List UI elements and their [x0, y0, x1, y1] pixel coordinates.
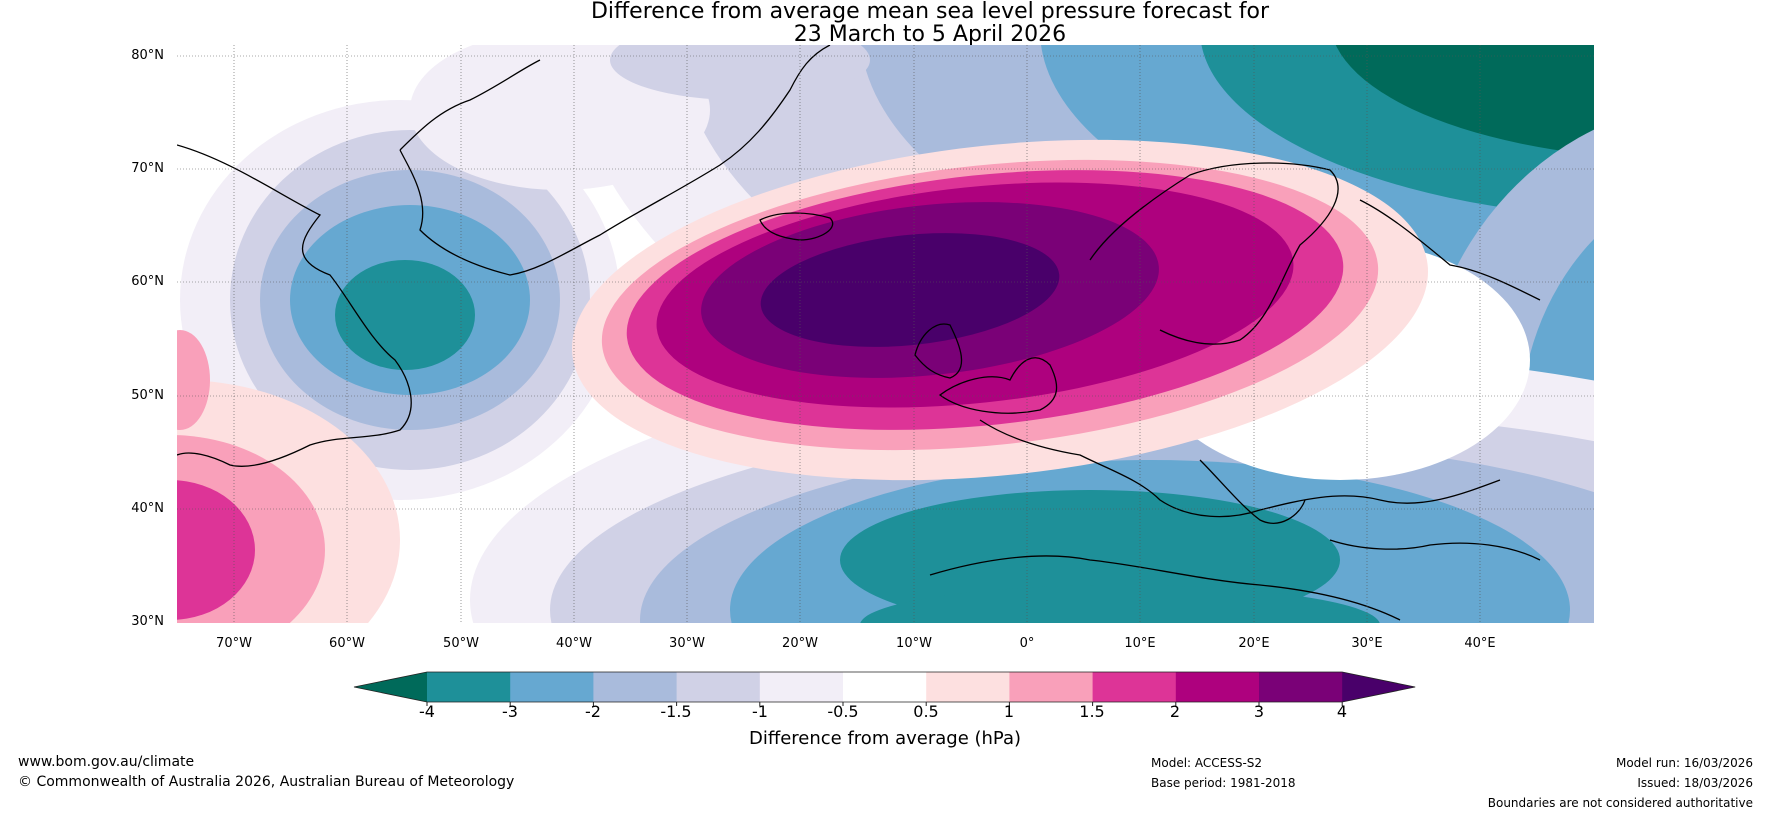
- colorbar-label: Difference from average (hPa): [748, 728, 1022, 749]
- lon-label-70w: 70°W: [216, 636, 252, 651]
- lon-label-20w: 20°W: [782, 636, 818, 651]
- cbar-tick-label: 2: [1169, 702, 1181, 721]
- website-link[interactable]: www.bom.gov.au/climate: [18, 754, 195, 770]
- lat-label-70n: 70°N: [131, 161, 164, 176]
- cbar-segment: [593, 672, 678, 702]
- cbar-tick-label: 3: [1253, 702, 1265, 721]
- lat-label-80n: 80°N: [131, 48, 164, 63]
- cbar-segment: [510, 672, 594, 702]
- cbar-extension-high: [1342, 672, 1416, 702]
- lon-label-20e: 20°E: [1238, 636, 1270, 651]
- cbar-segment: [926, 672, 1010, 702]
- lat-label-40n: 40°N: [131, 501, 164, 516]
- cbar-segment: [1259, 672, 1343, 702]
- cbar-segment: [676, 672, 761, 702]
- lon-label-60w: 60°W: [329, 636, 365, 651]
- cbar-tick-label: -3: [502, 702, 518, 721]
- coastlines: [177, 45, 1541, 621]
- cbar-extension-low: [354, 672, 427, 702]
- lat-label-50n: 50°N: [131, 388, 164, 403]
- cbar-segment: [759, 672, 844, 702]
- cbar-tick-label: -2: [585, 702, 601, 721]
- cbar-tick-label: 1.5: [1079, 702, 1105, 721]
- lon-label-10w: 10°W: [896, 636, 932, 651]
- base-period: Base period: 1981-2018: [1151, 776, 1296, 790]
- cbar-tick-label: -4: [419, 702, 435, 721]
- copyright-text: © Commonwealth of Australia 2026, Austra…: [18, 774, 515, 790]
- cbar-tick-label: -0.5: [827, 702, 859, 721]
- lon-label-40w: 40°W: [556, 636, 592, 651]
- lon-label-50w: 50°W: [443, 636, 479, 651]
- lon-label-0: 0°: [1019, 636, 1035, 651]
- model-run-date: Model run: 16/03/2026: [1615, 756, 1753, 770]
- cbar-tick-label: 0.5: [913, 702, 939, 721]
- map-title-line1: Difference from average mean sea level p…: [590, 0, 1270, 24]
- cbar-tick-label: -1: [752, 702, 768, 721]
- cbar-segment: [843, 672, 927, 702]
- colorbar: [353, 671, 1416, 706]
- lon-label-40e: 40°E: [1464, 636, 1496, 651]
- cbar-segment: [1092, 672, 1177, 702]
- anomaly-contours: [177, 45, 1594, 623]
- lat-label-30n: 30°N: [131, 614, 164, 629]
- cbar-tick-label: 4: [1336, 702, 1348, 721]
- anomaly-map: [177, 45, 1594, 623]
- cbar-segment: [427, 672, 511, 702]
- issued-date: Issued: 18/03/2026: [1637, 776, 1753, 790]
- cbar-segment: [1175, 672, 1260, 702]
- cbar-tick-label: 1: [1003, 702, 1015, 721]
- lon-label-30e: 30°E: [1351, 636, 1383, 651]
- map-title-line2: 23 March to 5 April 2026: [793, 22, 1067, 47]
- graticule: [177, 45, 1594, 623]
- cbar-tick-label: -1.5: [660, 702, 692, 721]
- model-name: Model: ACCESS-S2: [1151, 756, 1263, 770]
- cbar-segment: [1009, 672, 1094, 702]
- lat-label-60n: 60°N: [131, 274, 164, 289]
- lon-label-10e: 10°E: [1124, 636, 1156, 651]
- boundaries-disclaimer: Boundaries are not considered authoritat…: [1487, 796, 1753, 810]
- lon-label-30w: 30°W: [669, 636, 705, 651]
